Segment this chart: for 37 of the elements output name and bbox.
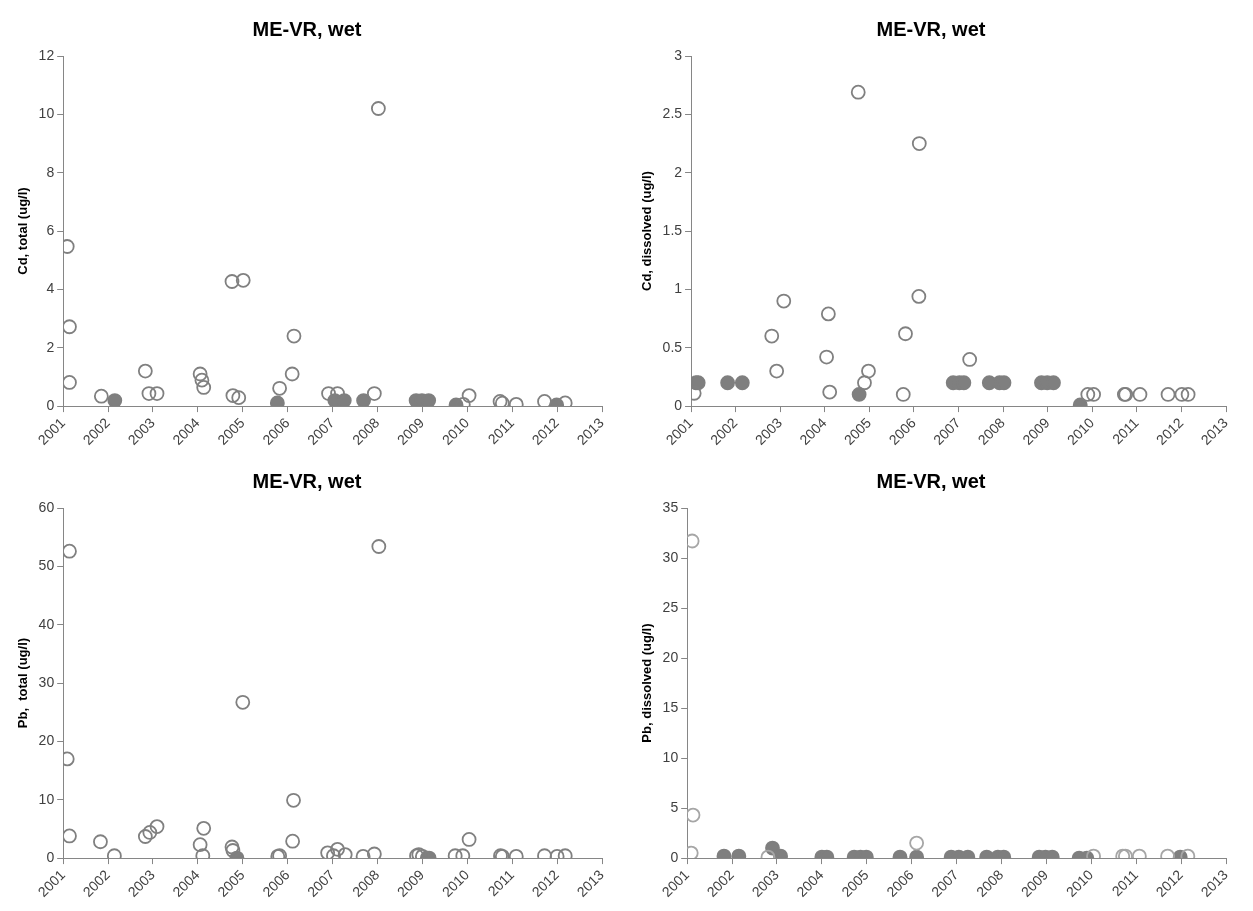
y-tick-label: 6 <box>46 221 55 238</box>
y-tick-label: 1 <box>674 280 683 297</box>
y-tick-label: 20 <box>38 732 55 749</box>
y-axis-title: Cd, total (ug/l) <box>15 187 31 275</box>
y-tick-label: 2 <box>674 163 683 180</box>
y-tick-label: 3 <box>674 46 683 63</box>
y-tick-label: 0 <box>46 848 55 865</box>
y-axis-title: Pb, total (ug/l) <box>15 637 31 729</box>
y-tick-label: 2.5 <box>662 105 683 122</box>
y-tick-label: 30 <box>38 673 55 690</box>
y-tick-label: 8 <box>46 163 55 180</box>
chart-title: ME-VR, wet <box>252 469 362 492</box>
y-tick-label: 0 <box>46 396 55 413</box>
y-tick-label: 10 <box>38 790 55 807</box>
y-tick-label: 4 <box>46 280 55 297</box>
y-tick-label: 60 <box>38 498 55 515</box>
y-tick-label: 25 <box>662 598 679 615</box>
y-tick-label: 50 <box>38 557 55 574</box>
y-tick-label: 5 <box>670 798 679 815</box>
y-tick-label: 0 <box>670 848 679 865</box>
y-tick-label: 10 <box>662 748 679 765</box>
y-axis-title: Cd, dissolved (ug/l) <box>639 171 655 291</box>
y-tick-label: 20 <box>662 648 679 665</box>
chart-title: ME-VR, wet <box>876 17 986 40</box>
y-tick-label: 12 <box>38 46 55 63</box>
chart-title: ME-VR, wet <box>252 17 362 40</box>
y-tick-label: 15 <box>662 698 679 715</box>
y-tick-label: 10 <box>38 105 55 122</box>
y-tick-label: 0.5 <box>662 338 683 355</box>
y-tick-label: 35 <box>662 498 679 515</box>
y-tick-label: 2 <box>46 338 55 355</box>
y-tick-label: 40 <box>38 615 55 632</box>
y-axis-title: Pb, dissolved (ug/l) <box>639 623 655 743</box>
y-tick-label: 1.5 <box>662 221 683 238</box>
chart-title: ME-VR, wet <box>876 469 986 492</box>
y-tick-label: 30 <box>662 548 679 565</box>
y-tick-label: 0 <box>674 396 683 413</box>
